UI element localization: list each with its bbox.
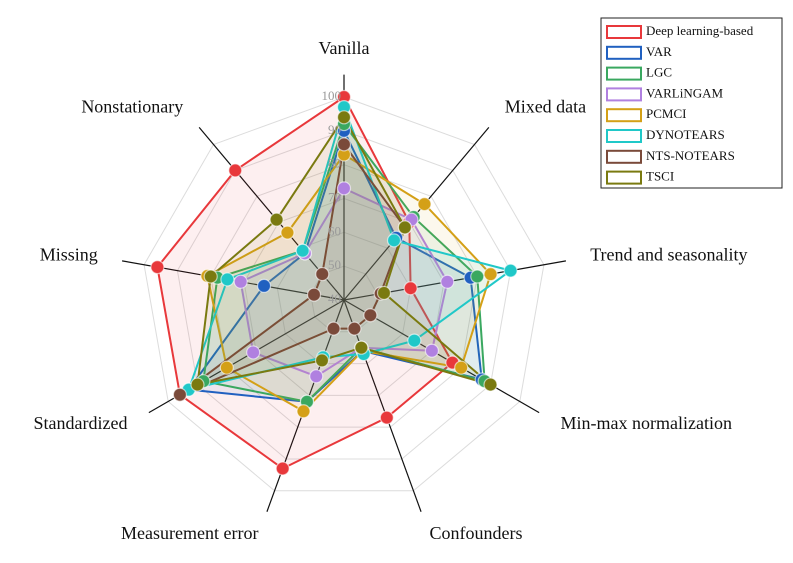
legend-label: DYNOTEARS <box>646 127 725 142</box>
r-tick-label: 40 <box>328 291 341 306</box>
legend-label: PCMCI <box>646 106 686 121</box>
data-point <box>269 212 284 227</box>
legend-swatch <box>606 45 642 60</box>
data-point <box>219 360 234 375</box>
data-point <box>379 410 394 425</box>
series-area <box>178 143 406 396</box>
data-point <box>326 321 341 336</box>
legend-swatch <box>606 87 642 102</box>
data-point <box>150 259 165 275</box>
r-tick-label: 70 <box>328 189 341 204</box>
legend-label: VARLiNGAM <box>646 85 723 100</box>
data-point <box>256 278 272 293</box>
data-point <box>483 267 498 282</box>
r-tick-label: 50 <box>328 257 341 272</box>
data-point <box>275 461 290 476</box>
series-area <box>156 96 454 470</box>
legend-swatch <box>606 66 642 81</box>
legend-label: Deep learning-based <box>646 23 754 38</box>
legend-swatch <box>606 170 642 185</box>
axis-line <box>343 299 422 512</box>
axis-label: Min-max normalization <box>561 413 732 433</box>
axis-label: Vanilla <box>319 38 370 58</box>
data-point <box>386 233 402 248</box>
data-point <box>417 197 432 212</box>
data-point <box>440 274 455 289</box>
data-point <box>246 345 261 360</box>
axis-label: Nonstationary <box>81 97 183 117</box>
data-point <box>314 353 330 368</box>
data-point <box>403 281 418 296</box>
data-point <box>220 272 235 287</box>
axis-label: Standardized <box>34 413 128 433</box>
data-point <box>296 404 311 419</box>
data-point <box>172 387 188 402</box>
data-point <box>376 285 392 301</box>
legend-swatch <box>606 25 642 39</box>
grid-ring <box>176 130 512 460</box>
r-tick-label: 80 <box>328 156 341 171</box>
data-point <box>354 340 369 355</box>
legend-label: TSCI <box>646 169 674 184</box>
data-point <box>233 274 248 289</box>
legend-swatch <box>606 108 642 123</box>
data-point <box>295 243 310 258</box>
data-point <box>336 110 352 125</box>
legend-swatch <box>606 149 642 164</box>
data-point <box>190 377 205 392</box>
r-tick-label: 90 <box>328 122 341 137</box>
data-point <box>203 269 218 284</box>
data-point <box>503 263 518 278</box>
data-point <box>228 163 243 178</box>
grid-ring <box>310 265 378 333</box>
series-area <box>187 106 512 391</box>
data-point <box>336 137 352 152</box>
axis-label: Trend and seasonality <box>590 245 747 265</box>
r-tick-label: 100 <box>322 88 342 103</box>
r-tick-label: 60 <box>328 223 341 238</box>
legend-label: NTS-NOTEARS <box>646 148 735 163</box>
series-area <box>202 123 486 403</box>
data-point <box>397 220 412 235</box>
data-point <box>306 287 322 302</box>
data-point <box>483 377 498 392</box>
axis-line <box>343 299 540 414</box>
data-point <box>280 225 295 240</box>
data-point <box>309 369 324 384</box>
data-point <box>347 321 362 336</box>
legend-swatch <box>606 129 642 143</box>
legend-label: VAR <box>646 44 672 59</box>
axis-label: Confounders <box>430 523 523 543</box>
data-point <box>424 343 440 358</box>
series-area <box>196 116 492 386</box>
data-point <box>470 269 485 284</box>
axis-label: Measurement error <box>121 523 258 543</box>
data-point <box>454 360 469 375</box>
data-point <box>315 266 330 282</box>
data-point <box>407 333 422 348</box>
grid-ring <box>143 96 545 492</box>
legend-label: LGC <box>646 65 672 80</box>
grid-ring <box>243 197 445 396</box>
data-point <box>363 308 378 323</box>
axis-label: Mixed data <box>505 97 586 117</box>
data-point <box>336 181 352 196</box>
axis-label: Missing <box>40 245 98 265</box>
